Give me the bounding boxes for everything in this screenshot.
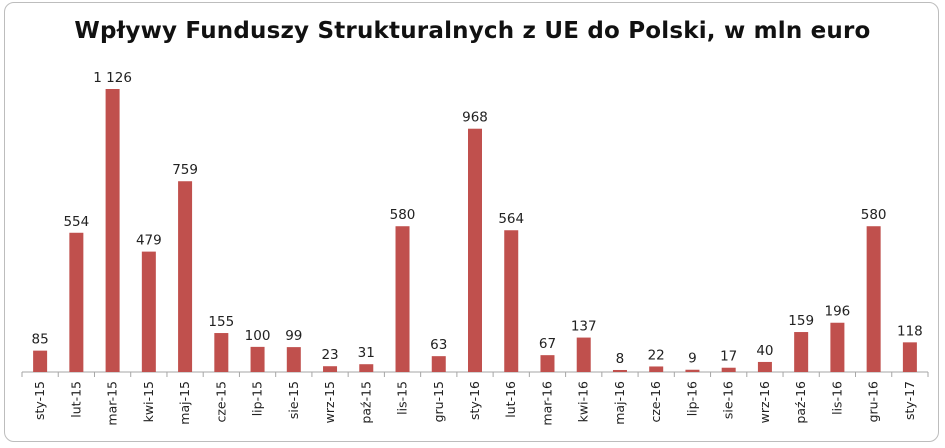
value-label-lut-16: 564 — [498, 211, 524, 227]
value-label-lis-16: 196 — [825, 304, 851, 320]
chart-title: Wpływy Funduszy Strukturalnych z UE do P… — [74, 18, 871, 44]
value-label-gru-15: 63 — [430, 337, 447, 353]
value-label-sty-16: 968 — [462, 110, 488, 126]
value-label-sty-17: 118 — [897, 323, 923, 339]
value-label-lip-15: 100 — [245, 328, 271, 344]
bar-mar-15 — [105, 89, 120, 372]
bar-lis-15 — [395, 226, 410, 372]
x-tick-label-lip-15: lip-15 — [250, 381, 265, 416]
value-label-wrz-15: 23 — [321, 347, 338, 363]
value-label-paź-16: 159 — [788, 313, 814, 329]
value-label-cze-15: 155 — [208, 314, 234, 330]
bar-paź-16 — [794, 332, 809, 372]
x-tick-label-paź-16: paź-16 — [793, 381, 808, 424]
value-label-sie-16: 17 — [720, 349, 737, 365]
x-tick-label-sty-16: sty-16 — [467, 381, 482, 420]
value-label-mar-16: 67 — [539, 336, 556, 352]
bar-wrz-16 — [757, 361, 772, 372]
bar-kwi-15 — [141, 251, 156, 372]
bar-lut-15 — [69, 232, 84, 372]
bar-wrz-15 — [323, 366, 338, 372]
value-label-lut-15: 554 — [63, 214, 89, 230]
bar-sty-15 — [33, 350, 48, 372]
value-label-wrz-16: 40 — [756, 343, 773, 359]
x-tick-label-lis-16: lis-16 — [829, 381, 844, 415]
value-label-sty-15: 85 — [32, 332, 49, 348]
bar-mar-16 — [540, 355, 555, 372]
value-label-paź-15: 31 — [358, 345, 375, 361]
value-label-lip-16: 9 — [688, 351, 697, 367]
x-tick-label-mar-15: mar-15 — [105, 381, 120, 426]
x-tick-label-maj-16: maj-16 — [612, 381, 627, 425]
value-label-cze-16: 22 — [648, 347, 665, 363]
bar-cze-15 — [214, 333, 229, 372]
x-tick-label-cze-16: cze-16 — [648, 381, 663, 423]
x-tick-label-gru-15: gru-15 — [431, 381, 446, 422]
x-tick-label-lis-15: lis-15 — [395, 381, 410, 415]
x-tick-label-lip-16: lip-16 — [684, 381, 699, 416]
x-tick-label-kwi-16: kwi-16 — [576, 381, 591, 422]
bar-sty-16 — [468, 128, 482, 372]
x-tick-label-lut-15: lut-15 — [68, 381, 83, 418]
bar-lut-16 — [504, 230, 519, 372]
x-tick-label-cze-15: cze-15 — [213, 381, 228, 423]
x-tick-label-sty-15: sty-15 — [32, 381, 47, 420]
x-tick-label-sie-16: sie-16 — [721, 381, 736, 419]
value-label-lis-15: 580 — [390, 207, 416, 223]
x-tick-label-mar-16: mar-16 — [539, 381, 554, 426]
value-label-sie-15: 99 — [285, 328, 302, 344]
bar-sty-17 — [902, 342, 917, 372]
value-label-kwi-16: 137 — [571, 319, 597, 335]
bar-maj-16 — [612, 369, 627, 372]
bar-sie-16 — [721, 367, 736, 372]
bar-sie-15 — [286, 347, 301, 372]
bar-paź-15 — [359, 364, 374, 372]
value-label-maj-15: 759 — [172, 162, 198, 178]
x-tick-label-wrz-16: wrz-16 — [757, 381, 772, 423]
bar-lip-16 — [685, 369, 700, 372]
tick-marks-group — [21, 372, 929, 377]
x-tick-label-sty-17: sty-17 — [902, 381, 917, 420]
bars-group — [33, 89, 917, 372]
bar-maj-15 — [178, 181, 193, 372]
bar-gru-15 — [431, 356, 446, 372]
x-tick-label-lut-16: lut-16 — [503, 381, 518, 418]
x-tick-label-maj-15: maj-15 — [177, 381, 192, 425]
value-label-maj-16: 8 — [616, 351, 625, 367]
bar-cze-16 — [649, 366, 664, 372]
value-label-gru-16: 580 — [861, 207, 887, 223]
x-tick-label-wrz-15: wrz-15 — [322, 381, 337, 423]
bar-kwi-16 — [576, 337, 591, 372]
bar-lis-16 — [830, 322, 845, 372]
x-tick-label-gru-16: gru-16 — [866, 381, 881, 422]
x-tick-label-kwi-15: kwi-15 — [141, 381, 156, 422]
value-labels-group: 85 554 1 126 479 759 155 100 99 23 31 580 63 968 564 6… — [32, 70, 923, 367]
tick-labels-group: sty-15 lut-15 mar-15 kwi-15 maj-15 cze-15 lip-… — [32, 381, 917, 426]
x-tick-label-paź-15: paź-15 — [358, 381, 373, 424]
value-label-mar-15: 1 126 — [93, 70, 132, 86]
x-tick-label-sie-15: sie-15 — [286, 381, 301, 419]
value-label-kwi-15: 479 — [136, 233, 162, 249]
bar-gru-16 — [866, 226, 881, 372]
bar-lip-15 — [250, 346, 265, 372]
